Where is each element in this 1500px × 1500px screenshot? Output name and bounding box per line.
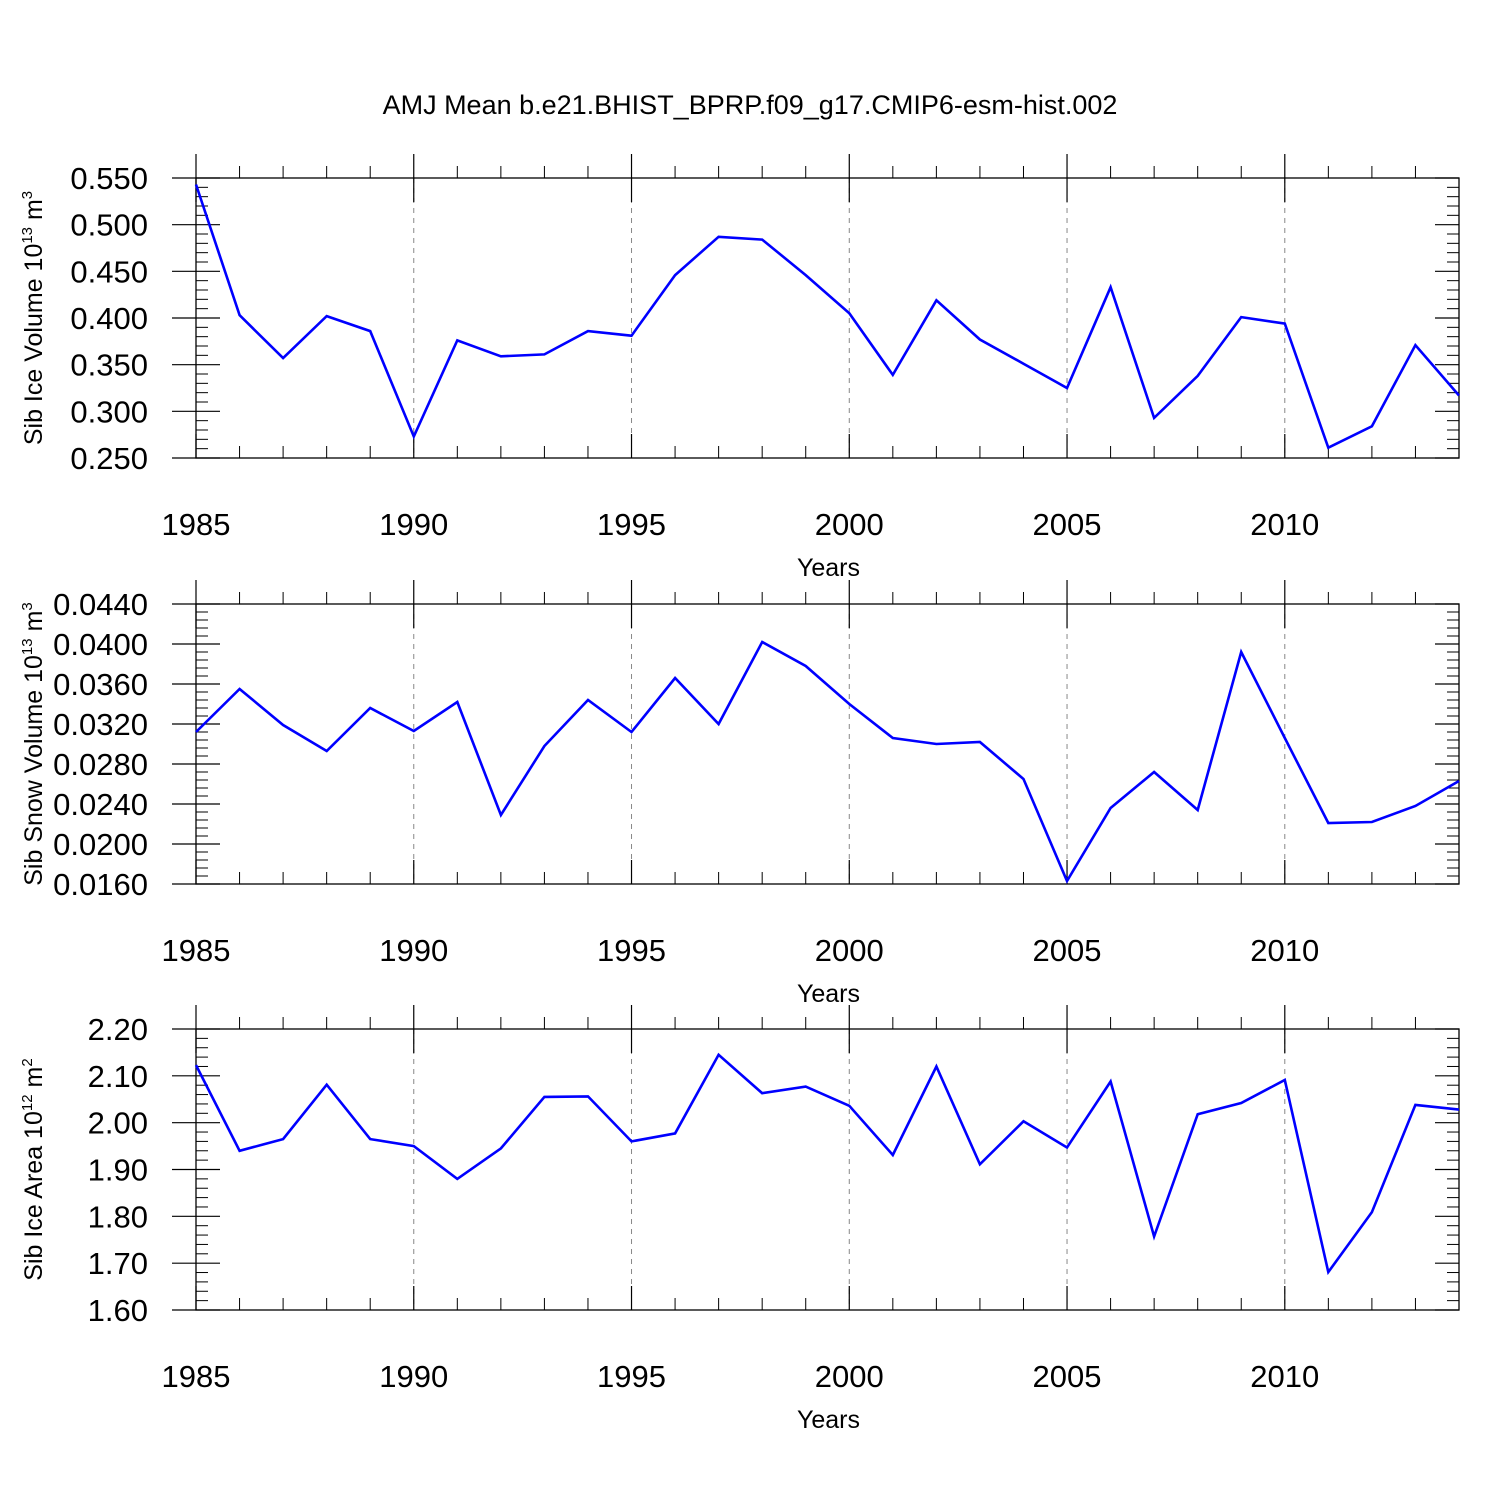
y-axis-title-unit-exponent: 2 <box>19 1058 36 1066</box>
x-tick-label: 2010 <box>1250 507 1319 542</box>
x-tick-label: 2000 <box>815 507 884 542</box>
y-tick-label: 0.550 <box>70 161 148 196</box>
series-line <box>194 184 1460 450</box>
figure-title: AMJ Mean b.e21.BHIST_BPRP.f09_g17.CMIP6-… <box>383 90 1118 120</box>
plot-frame <box>195 177 1460 459</box>
y-tick-label: 0.250 <box>70 441 148 476</box>
y-axis-title-unit: m <box>20 199 48 227</box>
x-axis-title: Years <box>797 980 860 1008</box>
x-tick-label: 2005 <box>1033 933 1102 968</box>
y-axis-title-unit-exponent: 3 <box>19 191 36 199</box>
x-tick-label: 1990 <box>379 1359 448 1394</box>
y-axis-title-unit: m <box>20 1067 48 1095</box>
y-axis-title-text: Sib Ice Volume 10 <box>20 244 48 446</box>
y-tick-label: 0.500 <box>70 208 148 243</box>
y-tick-label: 0.0160 <box>53 867 148 902</box>
y-tick-label: 2.10 <box>88 1059 148 1094</box>
x-tick-label: 2005 <box>1033 1359 1102 1394</box>
y-tick-label: 2.00 <box>88 1106 148 1141</box>
x-tick-label: 1990 <box>379 933 448 968</box>
x-tick-label: 2010 <box>1250 1359 1319 1394</box>
y-tick-label: 2.20 <box>88 1012 148 1047</box>
y-axis-title-exponent: 13 <box>19 227 36 244</box>
y-tick-label: 0.450 <box>70 254 148 289</box>
y-axis-title-exponent: 13 <box>19 638 36 655</box>
y-tick-label: 0.350 <box>70 348 148 383</box>
y-axis-title: Sib Snow Volume 1013 m3 <box>19 602 48 886</box>
y-axis-title-exponent: 12 <box>19 1094 36 1111</box>
y-tick-label: 0.0200 <box>53 827 148 862</box>
chart-panel-3: 1.60 1.70 1.80 1.90 2.00 2.10 2.20 1985 1990 1995… <box>19 1005 1460 1434</box>
series-line <box>194 1052 1460 1276</box>
x-tick-label: 2000 <box>815 933 884 968</box>
x-tick-label: 2010 <box>1250 933 1319 968</box>
y-axis-title: Sib Ice Area 1012 m2 <box>19 1058 48 1280</box>
x-tick-label: 1985 <box>162 933 231 968</box>
chart-panel-1: 0.250 0.300 0.350 0.400 0.450 0.500 0.550 1985 1… <box>19 154 1460 582</box>
y-axis-title-text: Sib Snow Volume 10 <box>20 655 48 886</box>
y-axis-title-text: Sib Ice Area 10 <box>20 1111 48 1281</box>
y-tick-label: 1.90 <box>88 1153 148 1188</box>
x-tick-label: 1995 <box>597 933 666 968</box>
x-tick-label: 2005 <box>1033 507 1102 542</box>
x-axis-title: Years <box>797 554 860 582</box>
y-tick-label: 0.300 <box>70 394 148 429</box>
y-axis-title-unit-exponent: 3 <box>19 602 36 610</box>
x-tick-label: 1995 <box>597 507 666 542</box>
y-axis-title-unit: m <box>20 611 48 639</box>
series-line <box>195 640 1460 884</box>
y-tick-label: 0.0360 <box>53 667 148 702</box>
x-tick-label: 1990 <box>379 507 448 542</box>
y-tick-label: 0.400 <box>70 301 148 336</box>
x-tick-label: 1985 <box>162 1359 231 1394</box>
y-tick-label: 1.60 <box>88 1293 148 1328</box>
y-tick-label: 0.0240 <box>53 787 148 822</box>
x-tick-label: 1985 <box>162 507 231 542</box>
y-tick-label: 0.0440 <box>53 587 148 622</box>
y-tick-label: 0.0280 <box>53 747 148 782</box>
y-tick-label: 1.70 <box>88 1246 148 1281</box>
chart-panel-2: 0.0160 0.0200 0.0240 0.0280 0.0320 0.0360 0.04… <box>19 580 1460 1008</box>
x-tick-label: 1995 <box>597 1359 666 1394</box>
x-tick-label: 2000 <box>815 1359 884 1394</box>
plot-frame <box>195 603 1460 885</box>
x-axis-title: Years <box>797 1406 860 1434</box>
y-tick-label: 1.80 <box>88 1199 148 1234</box>
y-axis-title: Sib Ice Volume 1013 m3 <box>19 191 48 445</box>
plot-frame <box>195 1028 1460 1311</box>
y-tick-label: 0.0320 <box>53 707 148 742</box>
y-tick-label: 0.0400 <box>53 627 148 662</box>
